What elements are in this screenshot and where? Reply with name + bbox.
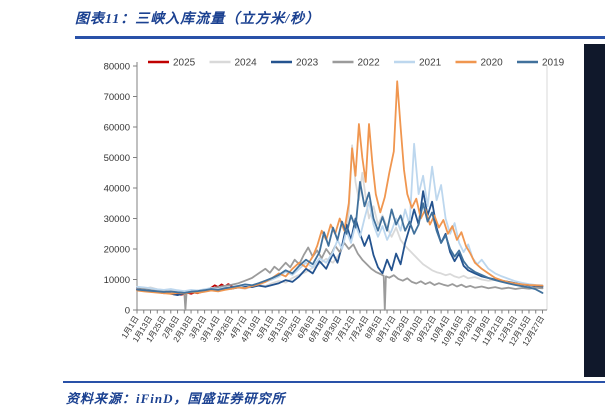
legend-label-2024: 2024	[235, 58, 258, 69]
y-tick-label: 10000	[104, 275, 130, 286]
legend-label-2023: 2023	[296, 58, 319, 69]
chart-canvas: 0 10000 20000 30000 40000 50000 60000 70000 8000…	[104, 58, 565, 348]
source-divider	[63, 381, 605, 383]
figure-title: 图表11：三峡入库流量（立方米/秒）	[75, 12, 321, 27]
legend-label-2021: 2021	[419, 58, 442, 69]
y-tick-label: 50000	[104, 153, 130, 164]
legend-label-2025: 2025	[173, 58, 196, 69]
series-line-2019	[136, 181, 544, 294]
legend-label-2019: 2019	[542, 58, 565, 69]
series-line-2020	[136, 80, 544, 295]
legend-label-2022: 2022	[358, 58, 381, 69]
page-edge-dark-band	[584, 44, 605, 377]
title-divider	[75, 36, 605, 39]
source-note: 资料来源：iFinD，国盛证券研究所	[66, 391, 286, 406]
y-tick-label: 30000	[104, 214, 130, 225]
y-tick-label: 40000	[104, 184, 130, 195]
legend-label-2020: 2020	[481, 58, 504, 69]
inflow-line-chart: 0 10000 20000 30000 40000 50000 60000 70000 8000…	[85, 45, 600, 375]
y-tick-label: 0	[125, 306, 130, 317]
y-tick-label: 70000	[104, 92, 130, 103]
y-tick-label: 60000	[104, 123, 130, 134]
y-tick-label: 80000	[104, 62, 130, 73]
y-tick-label: 20000	[104, 245, 130, 256]
series-line-2021	[136, 142, 544, 292]
